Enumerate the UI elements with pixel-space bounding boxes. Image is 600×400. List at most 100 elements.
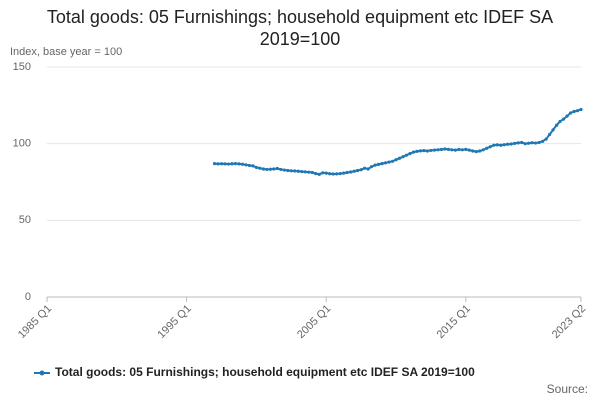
point bbox=[541, 139, 545, 143]
point bbox=[492, 143, 496, 147]
point bbox=[275, 166, 279, 171]
point bbox=[216, 162, 220, 166]
point bbox=[464, 147, 468, 151]
point bbox=[544, 137, 548, 141]
source: Source: bbox=[547, 382, 588, 396]
point bbox=[488, 145, 492, 149]
point bbox=[516, 141, 520, 145]
point bbox=[212, 162, 217, 166]
point bbox=[439, 147, 443, 152]
point bbox=[310, 170, 314, 175]
point bbox=[418, 149, 423, 153]
point bbox=[300, 169, 304, 174]
point bbox=[345, 170, 349, 175]
point bbox=[485, 146, 489, 150]
legend-marker bbox=[39, 370, 45, 376]
point bbox=[408, 152, 412, 156]
point bbox=[425, 149, 430, 153]
point bbox=[551, 128, 555, 132]
point bbox=[247, 163, 252, 168]
point bbox=[356, 168, 360, 173]
point bbox=[415, 149, 419, 153]
point bbox=[240, 162, 245, 166]
x-tick-label: 1995 Q1 bbox=[155, 303, 193, 341]
series-line bbox=[214, 108, 582, 176]
point bbox=[380, 162, 384, 166]
point bbox=[244, 163, 248, 167]
point bbox=[314, 171, 318, 176]
point bbox=[363, 166, 367, 170]
point bbox=[432, 148, 437, 152]
point bbox=[411, 150, 416, 154]
point bbox=[303, 170, 307, 174]
point bbox=[404, 153, 409, 157]
point bbox=[565, 114, 569, 118]
point bbox=[223, 162, 227, 166]
y-tick-label: 100 bbox=[13, 138, 31, 150]
point bbox=[272, 167, 276, 171]
point bbox=[527, 141, 531, 145]
point bbox=[296, 169, 300, 173]
point bbox=[422, 148, 426, 153]
point bbox=[279, 167, 283, 172]
point bbox=[369, 165, 374, 169]
point bbox=[530, 141, 534, 145]
point bbox=[397, 156, 402, 160]
point bbox=[575, 109, 580, 113]
point bbox=[478, 149, 482, 153]
point bbox=[219, 162, 224, 166]
point bbox=[453, 148, 457, 152]
point bbox=[307, 170, 311, 174]
point bbox=[328, 172, 332, 176]
point bbox=[436, 148, 440, 152]
point bbox=[254, 165, 259, 170]
point bbox=[387, 160, 391, 164]
point bbox=[547, 132, 552, 137]
point bbox=[523, 142, 527, 146]
point bbox=[366, 167, 370, 171]
point bbox=[383, 161, 388, 165]
point bbox=[513, 141, 517, 145]
point bbox=[446, 147, 450, 151]
point bbox=[561, 117, 566, 121]
point bbox=[499, 143, 503, 147]
point bbox=[471, 149, 475, 153]
x-tick-label: 2023 Q2 bbox=[550, 303, 588, 341]
point bbox=[579, 107, 583, 112]
point bbox=[376, 162, 381, 166]
point bbox=[338, 171, 342, 176]
point bbox=[251, 164, 255, 168]
point bbox=[394, 158, 398, 162]
point bbox=[460, 148, 464, 152]
x-tick-label: 2005 Q1 bbox=[295, 303, 333, 341]
point bbox=[495, 143, 499, 147]
legend-label: Total goods: 05 Furnishings; household e… bbox=[55, 365, 475, 379]
point bbox=[359, 168, 363, 172]
point bbox=[317, 172, 321, 176]
point bbox=[390, 159, 395, 163]
point bbox=[450, 148, 454, 152]
point bbox=[572, 109, 576, 114]
point bbox=[467, 148, 471, 152]
point bbox=[537, 140, 541, 145]
point bbox=[342, 171, 346, 175]
point bbox=[506, 142, 510, 146]
point bbox=[509, 142, 513, 146]
y-tick-label: 50 bbox=[19, 214, 31, 226]
point bbox=[258, 166, 262, 170]
point bbox=[558, 119, 562, 124]
chart-title: Total goods: 05 Furnishings; household e… bbox=[46, 7, 554, 49]
x-tick-label: 2015 Q1 bbox=[435, 303, 473, 341]
point bbox=[457, 147, 461, 152]
point bbox=[282, 168, 286, 172]
point bbox=[324, 171, 328, 175]
y-axis-label: Index, base year = 100 bbox=[10, 46, 122, 58]
point bbox=[230, 162, 234, 166]
point bbox=[481, 148, 485, 152]
point bbox=[520, 140, 524, 145]
point bbox=[268, 167, 272, 171]
point bbox=[568, 111, 573, 115]
point bbox=[554, 123, 559, 127]
point bbox=[474, 150, 478, 154]
